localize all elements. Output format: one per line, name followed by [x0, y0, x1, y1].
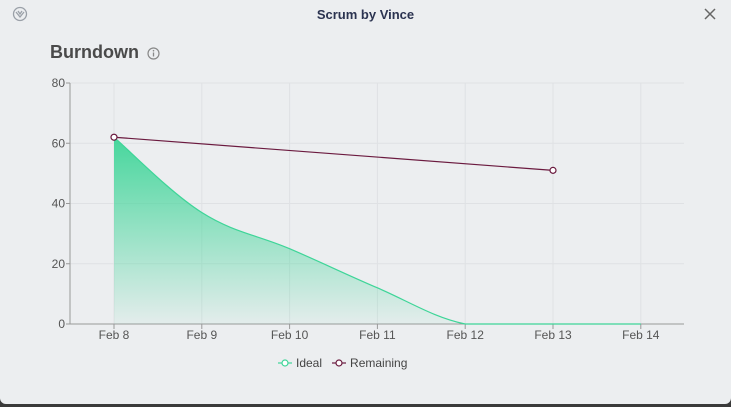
y-tick-label: 20	[52, 257, 66, 271]
x-tick-label: Feb 10	[271, 328, 309, 342]
remaining-line	[113, 136, 554, 171]
x-tick-label: Feb 9	[186, 328, 217, 342]
x-tick-label: Feb 11	[359, 328, 396, 342]
x-tick-label: Feb 12	[447, 328, 485, 342]
app-title: Scrum by Vince	[316, 7, 415, 22]
legend-marker-remaining	[332, 359, 347, 367]
chart-legend: Ideal Remaining	[278, 355, 417, 371]
title-bar: Scrum by Vince	[0, 0, 731, 30]
y-tick-label: 80	[52, 76, 66, 90]
remaining-point	[110, 133, 118, 141]
x-tick-label: Feb 14	[622, 328, 660, 342]
ideal-area	[114, 137, 641, 324]
chart-heading: Burndown	[50, 40, 160, 64]
x-tick-label: Feb 8	[99, 328, 130, 342]
info-icon[interactable]	[147, 46, 160, 60]
remaining-point	[549, 166, 557, 174]
chart-title: Burndown	[50, 41, 139, 62]
legend-marker-ideal	[278, 359, 292, 367]
series	[110, 133, 641, 325]
app-logo-icon	[12, 6, 28, 22]
close-icon[interactable]	[701, 5, 719, 23]
legend-item-ideal[interactable]: Ideal	[278, 356, 322, 370]
legend-item-remaining[interactable]: Remaining	[332, 356, 407, 370]
y-tick-label: 40	[52, 197, 66, 211]
legend-label-remaining: Remaining	[350, 356, 408, 370]
x-tick-label: Feb 13	[534, 328, 572, 342]
y-tick-label: 0	[58, 317, 65, 331]
ideal-line	[113, 136, 641, 325]
legend-label-ideal: Ideal	[296, 356, 323, 370]
y-tick-label: 60	[52, 136, 66, 150]
